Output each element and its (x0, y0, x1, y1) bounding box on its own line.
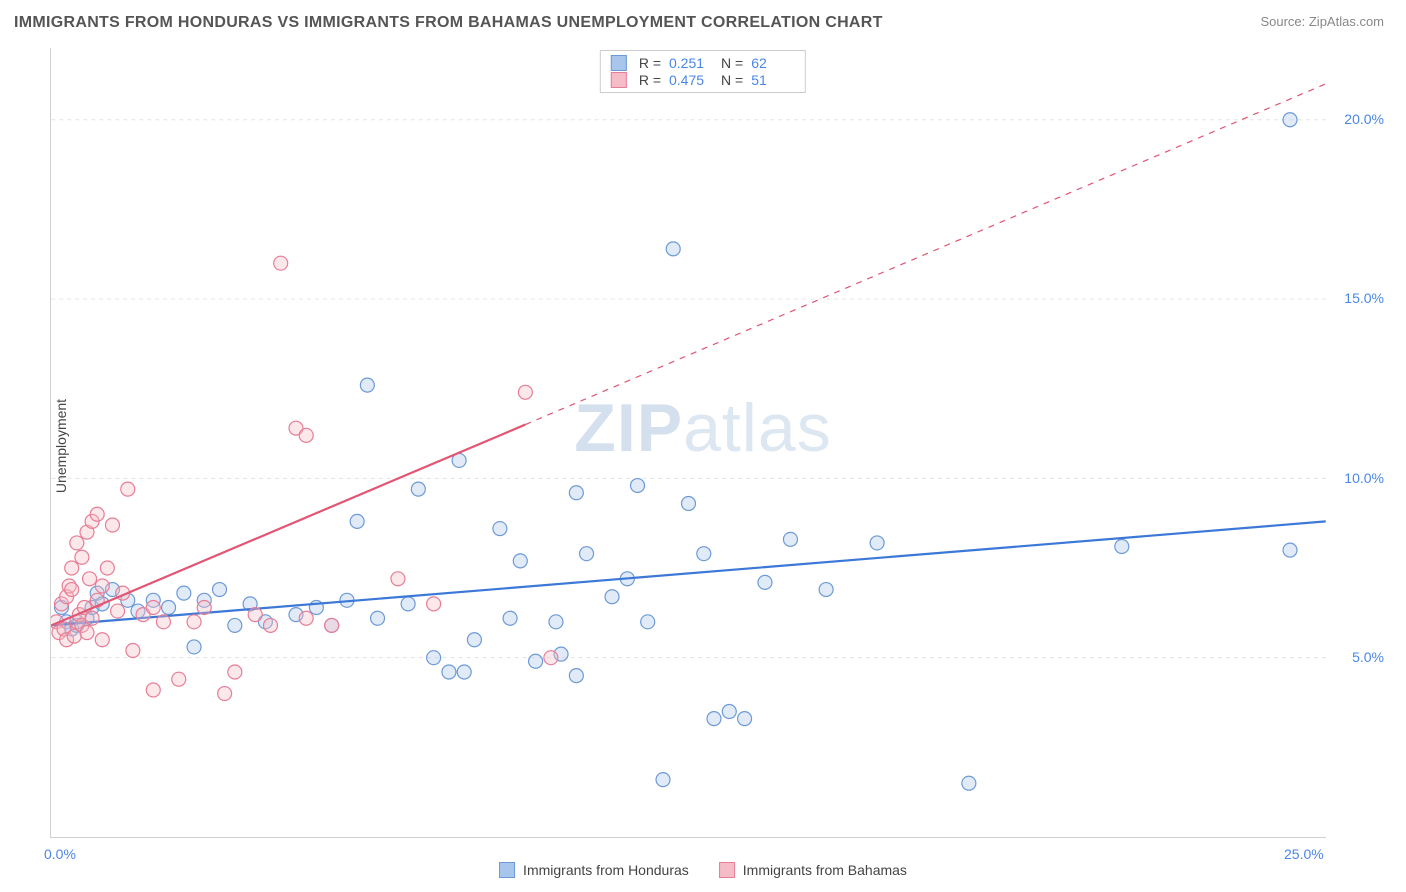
data-point (569, 669, 583, 683)
data-point (75, 550, 89, 564)
data-point (90, 507, 104, 521)
data-point (1115, 540, 1129, 554)
legend-bottom: Immigrants from Honduras Immigrants from … (499, 862, 907, 878)
legend-label: Immigrants from Honduras (523, 862, 689, 878)
stat-swatch (611, 55, 627, 71)
data-point (493, 522, 507, 536)
data-point (722, 704, 736, 718)
data-point (738, 712, 752, 726)
data-point (457, 665, 471, 679)
stat-row: R =0.475N =51 (611, 72, 795, 88)
data-point (126, 644, 140, 658)
data-point (1283, 113, 1297, 127)
data-point (467, 633, 481, 647)
data-point (177, 586, 191, 600)
data-point (299, 611, 313, 625)
data-point (264, 618, 278, 632)
trend-line-extrapolated (525, 84, 1325, 425)
correlation-stats-box: R =0.251N =62R =0.475N =51 (600, 50, 806, 93)
data-point (299, 428, 313, 442)
data-point (427, 651, 441, 665)
data-point (518, 385, 532, 399)
data-point (870, 536, 884, 550)
data-point (427, 597, 441, 611)
data-point (95, 633, 109, 647)
legend-label: Immigrants from Bahamas (743, 862, 907, 878)
data-point (83, 572, 97, 586)
trend-line (51, 425, 525, 626)
data-point (350, 514, 364, 528)
data-point (371, 611, 385, 625)
data-point (707, 712, 721, 726)
legend-swatch (499, 862, 515, 878)
chart-container: IMMIGRANTS FROM HONDURAS VS IMMIGRANTS F… (0, 0, 1406, 892)
trend-line (51, 521, 1325, 625)
data-point (105, 518, 119, 532)
data-point (162, 600, 176, 614)
data-point (248, 608, 262, 622)
x-tick-label: 0.0% (44, 846, 76, 862)
data-point (631, 479, 645, 493)
data-point (65, 561, 79, 575)
data-point (80, 626, 94, 640)
stat-row: R =0.251N =62 (611, 55, 795, 71)
data-point (65, 583, 79, 597)
data-point (228, 618, 242, 632)
data-point (1283, 543, 1297, 557)
legend-item: Immigrants from Honduras (499, 862, 689, 878)
data-point (70, 536, 84, 550)
data-point (213, 583, 227, 597)
stat-swatch (611, 72, 627, 88)
data-point (391, 572, 405, 586)
data-point (529, 654, 543, 668)
data-point (503, 611, 517, 625)
data-point (962, 776, 976, 790)
y-tick-label: 10.0% (1344, 470, 1384, 486)
data-point (95, 579, 109, 593)
data-point (783, 532, 797, 546)
data-point (569, 486, 583, 500)
data-point (549, 615, 563, 629)
data-point (111, 604, 125, 618)
data-point (656, 773, 670, 787)
data-point (100, 561, 114, 575)
data-point (360, 378, 374, 392)
data-point (121, 482, 135, 496)
legend-item: Immigrants from Bahamas (719, 862, 907, 878)
data-point (580, 547, 594, 561)
data-point (187, 615, 201, 629)
data-point (819, 583, 833, 597)
scatter-plot-svg (51, 48, 1326, 837)
data-point (697, 547, 711, 561)
y-tick-label: 15.0% (1344, 290, 1384, 306)
data-point (274, 256, 288, 270)
data-point (513, 554, 527, 568)
data-point (172, 672, 186, 686)
legend-swatch (719, 862, 735, 878)
x-tick-label: 25.0% (1284, 846, 1324, 862)
plot-area (50, 48, 1326, 838)
source-attribution: Source: ZipAtlas.com (1260, 14, 1384, 29)
data-point (641, 615, 655, 629)
data-point (197, 600, 211, 614)
data-point (758, 575, 772, 589)
data-point (85, 611, 99, 625)
data-point (401, 597, 415, 611)
y-tick-label: 5.0% (1352, 649, 1384, 665)
data-point (411, 482, 425, 496)
y-tick-label: 20.0% (1344, 111, 1384, 127)
data-point (325, 618, 339, 632)
data-point (187, 640, 201, 654)
data-point (146, 600, 160, 614)
data-point (682, 496, 696, 510)
data-point (666, 242, 680, 256)
data-point (442, 665, 456, 679)
data-point (544, 651, 558, 665)
data-point (605, 590, 619, 604)
chart-title: IMMIGRANTS FROM HONDURAS VS IMMIGRANTS F… (14, 14, 883, 32)
data-point (228, 665, 242, 679)
data-point (156, 615, 170, 629)
data-point (218, 687, 232, 701)
data-point (146, 683, 160, 697)
